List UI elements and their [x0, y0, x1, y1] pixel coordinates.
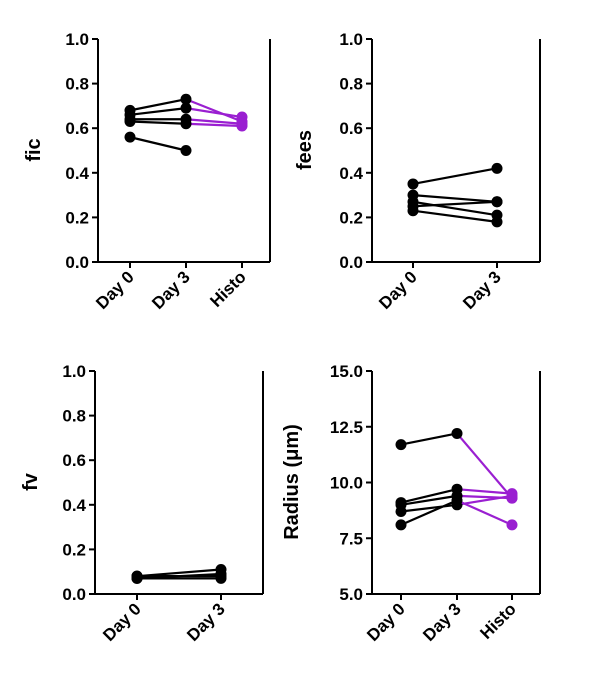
- data-point: [180, 102, 192, 114]
- data-point: [407, 205, 419, 217]
- y-tick-label: 0.0: [62, 585, 86, 604]
- y-tick-label: 0.4: [62, 496, 86, 515]
- y-tick-label: 7.5: [339, 529, 363, 548]
- data-point: [124, 113, 136, 125]
- x-tick-label: Day 3: [459, 267, 505, 313]
- y-axis-label: fic: [23, 138, 45, 161]
- series-line-segment: [456, 432, 513, 499]
- x-tick-label: Histo: [206, 267, 249, 310]
- data-point: [506, 490, 518, 502]
- series-line-segment: [129, 120, 187, 125]
- y-tick-label: 1.0: [62, 362, 86, 381]
- data-point: [407, 178, 419, 190]
- y-tick-label: 0.2: [339, 208, 363, 227]
- y-tick-label: 0.8: [65, 75, 89, 94]
- series-line-segment: [400, 494, 458, 506]
- x-tick-label: Day 0: [375, 267, 421, 313]
- y-axis-label: Radius (μm): [281, 424, 303, 540]
- series-line-segment: [185, 122, 243, 128]
- y-tick-label: 0.6: [339, 119, 363, 138]
- chart-panel-4: 5.0 7.5 10.0 12.5 15.0 Radius (μm) Day 0 Day 3 H…: [281, 362, 541, 645]
- data-point: [180, 113, 192, 125]
- data-point: [451, 427, 463, 439]
- series-line-segment: [185, 118, 243, 125]
- series-line-segment: [412, 200, 498, 217]
- x-tick-label: Day 3: [183, 599, 229, 645]
- series-line-segment: [129, 98, 187, 112]
- data-point: [395, 439, 407, 451]
- series-line-segment: [456, 499, 513, 526]
- y-tick-label: 0.8: [339, 75, 363, 94]
- y-tick-label: 0.0: [339, 253, 363, 272]
- chart-panel-3: 0.0 0.2 0.4 0.6 0.8 1.0 fv Day 0 Day 3: [20, 362, 264, 645]
- data-point: [124, 131, 136, 143]
- data-point: [451, 494, 463, 506]
- x-tick-label: Day 3: [148, 267, 194, 313]
- series-line-segment: [412, 200, 498, 208]
- y-axis-label: fv: [20, 472, 42, 491]
- data-point: [131, 572, 143, 584]
- y-tick-label: 1.0: [65, 30, 89, 49]
- y-tick-label: 0.4: [339, 164, 363, 183]
- series-line-segment: [456, 488, 513, 495]
- data-point: [180, 145, 192, 156]
- x-tick-label: Day 0: [92, 267, 138, 313]
- y-tick-label: 0.0: [65, 253, 89, 272]
- series-line-segment: [136, 568, 222, 578]
- series-line-segment: [129, 107, 187, 116]
- data-point: [491, 196, 503, 208]
- y-tick-label: 0.2: [65, 208, 89, 227]
- series-line-segment: [400, 488, 458, 504]
- series-line-segment: [185, 107, 243, 119]
- data-point: [236, 118, 248, 130]
- data-point: [506, 519, 518, 531]
- x-tick-label: Day 3: [419, 599, 465, 645]
- y-tick-label: 12.5: [330, 418, 363, 437]
- y-tick-label: 0.2: [62, 540, 86, 559]
- series-line-segment: [412, 209, 498, 223]
- y-tick-label: 5.0: [339, 585, 363, 604]
- x-tick-label: Histo: [476, 599, 519, 642]
- series-line-segment: [400, 503, 458, 513]
- data-point: [180, 93, 192, 105]
- y-tick-label: 0.6: [62, 451, 86, 470]
- data-point: [395, 505, 407, 517]
- series-line-segment: [185, 98, 243, 123]
- series-line-segment: [412, 167, 498, 186]
- y-tick-label: 15.0: [330, 362, 363, 381]
- y-tick-label: 1.0: [339, 30, 363, 49]
- series-line-segment: [400, 432, 458, 446]
- series-line-segment: [412, 194, 498, 203]
- data-point: [491, 162, 503, 174]
- series-line-segment: [400, 499, 458, 526]
- data-point: [215, 572, 227, 584]
- series-line-segment: [129, 136, 187, 152]
- chart-panel-1: 0.0 0.2 0.4 0.6 0.8 1.0 fic Day 0 Day 3 Histo: [23, 30, 271, 313]
- x-tick-label: Day 0: [99, 599, 145, 645]
- y-tick-label: 10.0: [330, 474, 363, 493]
- y-tick-label: 0.6: [65, 119, 89, 138]
- y-tick-label: 0.4: [65, 164, 89, 183]
- data-point: [395, 519, 407, 531]
- x-tick-label: Day 0: [363, 599, 409, 645]
- y-tick-label: 0.8: [62, 407, 86, 426]
- chart-panel-2: 0.0 0.2 0.4 0.6 0.8 1.0 fees Day 0 Day 3: [294, 30, 541, 313]
- data-point: [491, 216, 503, 228]
- y-axis-label: fees: [294, 130, 316, 170]
